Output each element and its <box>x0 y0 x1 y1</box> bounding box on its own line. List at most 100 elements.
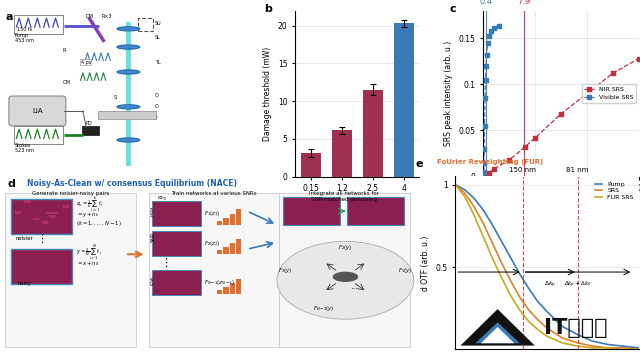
SRS <box>534 318 541 322</box>
Text: b: b <box>264 4 272 14</box>
Line: FUR SRS: FUR SRS <box>456 185 639 349</box>
Bar <box>363 90 383 176</box>
FancyBboxPatch shape <box>152 270 201 295</box>
Text: R: R <box>62 48 66 53</box>
SRS <box>525 308 532 312</box>
Text: SU: SU <box>155 20 161 25</box>
Pump <box>559 324 566 329</box>
Ellipse shape <box>117 27 140 31</box>
Text: ...: ... <box>350 282 358 291</box>
Pump <box>506 255 514 259</box>
Text: e: e <box>415 159 422 169</box>
SRS <box>452 183 460 187</box>
FUR SRS <box>516 308 524 312</box>
FUR SRS <box>543 334 551 339</box>
FUR SRS <box>506 293 514 297</box>
Text: c: c <box>449 4 456 14</box>
SRS <box>516 295 524 299</box>
Text: 7.9: 7.9 <box>518 0 531 6</box>
FancyBboxPatch shape <box>347 197 404 225</box>
Text: $F_2(z_2)$: $F_2(z_2)$ <box>204 239 221 247</box>
SRS <box>488 240 496 245</box>
FUR SRS <box>479 234 487 238</box>
Point <box>489 166 499 172</box>
Pump <box>534 300 541 304</box>
Bar <box>394 23 413 176</box>
Text: O: O <box>155 93 158 98</box>
SRS <box>497 260 505 264</box>
Text: Noisy-As-Clean w/ consensus Equilibrium (NACE): Noisy-As-Clean w/ consensus Equilibrium … <box>27 179 237 188</box>
Bar <box>230 283 235 294</box>
SRS <box>506 278 514 282</box>
Bar <box>58 227 64 229</box>
Pump <box>525 286 532 291</box>
Point <box>480 173 490 178</box>
Polygon shape <box>481 327 515 343</box>
Text: 523 nm: 523 nm <box>15 149 33 154</box>
Text: S: S <box>114 95 116 100</box>
FUR SRS <box>452 183 460 187</box>
Bar <box>35 213 41 215</box>
Text: $F_{N-1}(z_{N-1})$: $F_{N-1}(z_{N-1})$ <box>204 279 235 287</box>
Text: $F_3(y)$: $F_3(y)$ <box>278 266 292 275</box>
X-axis label: DMSO Molecule Number (× 10⁴): DMSO Molecule Number (× 10⁴) <box>500 199 622 208</box>
Bar <box>217 250 222 254</box>
FUR SRS <box>525 319 532 324</box>
Point <box>479 169 489 175</box>
Text: 0.4: 0.4 <box>479 0 492 6</box>
Line: Pump: Pump <box>456 185 639 348</box>
FUR SRS <box>574 344 582 348</box>
Point <box>481 77 491 83</box>
Bar <box>332 131 352 176</box>
Text: SNR: SNR <box>151 232 156 242</box>
Point <box>504 157 515 163</box>
FancyBboxPatch shape <box>282 197 340 225</box>
Text: Integrate all networks for
SNR-matched denoising: Integrate all networks for SNR-matched d… <box>309 191 380 202</box>
Text: IT下载站: IT下载站 <box>544 318 607 338</box>
SRS <box>543 326 551 330</box>
SRS <box>461 191 468 195</box>
Bar <box>223 287 228 294</box>
Text: noisier: noisier <box>16 237 33 241</box>
Point <box>479 146 490 152</box>
SRS <box>635 347 640 352</box>
Text: DM: DM <box>85 14 93 19</box>
Point <box>608 71 618 76</box>
Bar <box>236 209 241 225</box>
Pump <box>589 339 596 343</box>
Point <box>484 170 494 176</box>
Bar <box>49 205 55 207</box>
Bar <box>230 244 235 254</box>
Point <box>481 172 492 178</box>
Text: d: d <box>8 179 15 189</box>
Text: 150 nm: 150 nm <box>509 167 536 173</box>
Bar <box>236 279 241 294</box>
X-axis label: Pulse duration (ps): Pulse duration (ps) <box>321 199 394 208</box>
Text: SL: SL <box>155 35 161 40</box>
Point <box>530 135 540 140</box>
Text: 4 ps: 4 ps <box>81 60 91 65</box>
Bar <box>236 239 241 254</box>
Text: $F_1(y)$: $F_1(y)$ <box>398 266 412 275</box>
Text: 81 nm: 81 nm <box>566 167 589 173</box>
FUR SRS <box>635 347 640 352</box>
Text: $\Delta k_p$: $\Delta k_p$ <box>544 280 556 291</box>
Pump <box>470 196 477 200</box>
Text: Pump: Pump <box>15 33 28 38</box>
Bar <box>223 218 228 225</box>
Circle shape <box>333 272 358 282</box>
Bar <box>47 208 53 211</box>
FUR SRS <box>559 341 566 345</box>
Text: F: F <box>155 116 157 121</box>
Pump <box>620 344 627 348</box>
Text: a: a <box>6 12 13 22</box>
SRS <box>574 341 582 345</box>
Point <box>481 63 492 69</box>
Point <box>478 174 488 179</box>
Text: $y=\frac{1}{N}\sum_{i=1}^{N}t_i$: $y=\frac{1}{N}\sum_{i=1}^{N}t_i$ <box>76 243 102 262</box>
FUR SRS <box>589 346 596 350</box>
Text: noisy: noisy <box>18 281 31 287</box>
Text: $\sigma_{n_0}$: $\sigma_{n_0}$ <box>157 195 168 203</box>
Legend: Pump, SRS, FUR SRS: Pump, SRS, FUR SRS <box>593 180 636 202</box>
Text: 150 fs: 150 fs <box>17 27 32 32</box>
